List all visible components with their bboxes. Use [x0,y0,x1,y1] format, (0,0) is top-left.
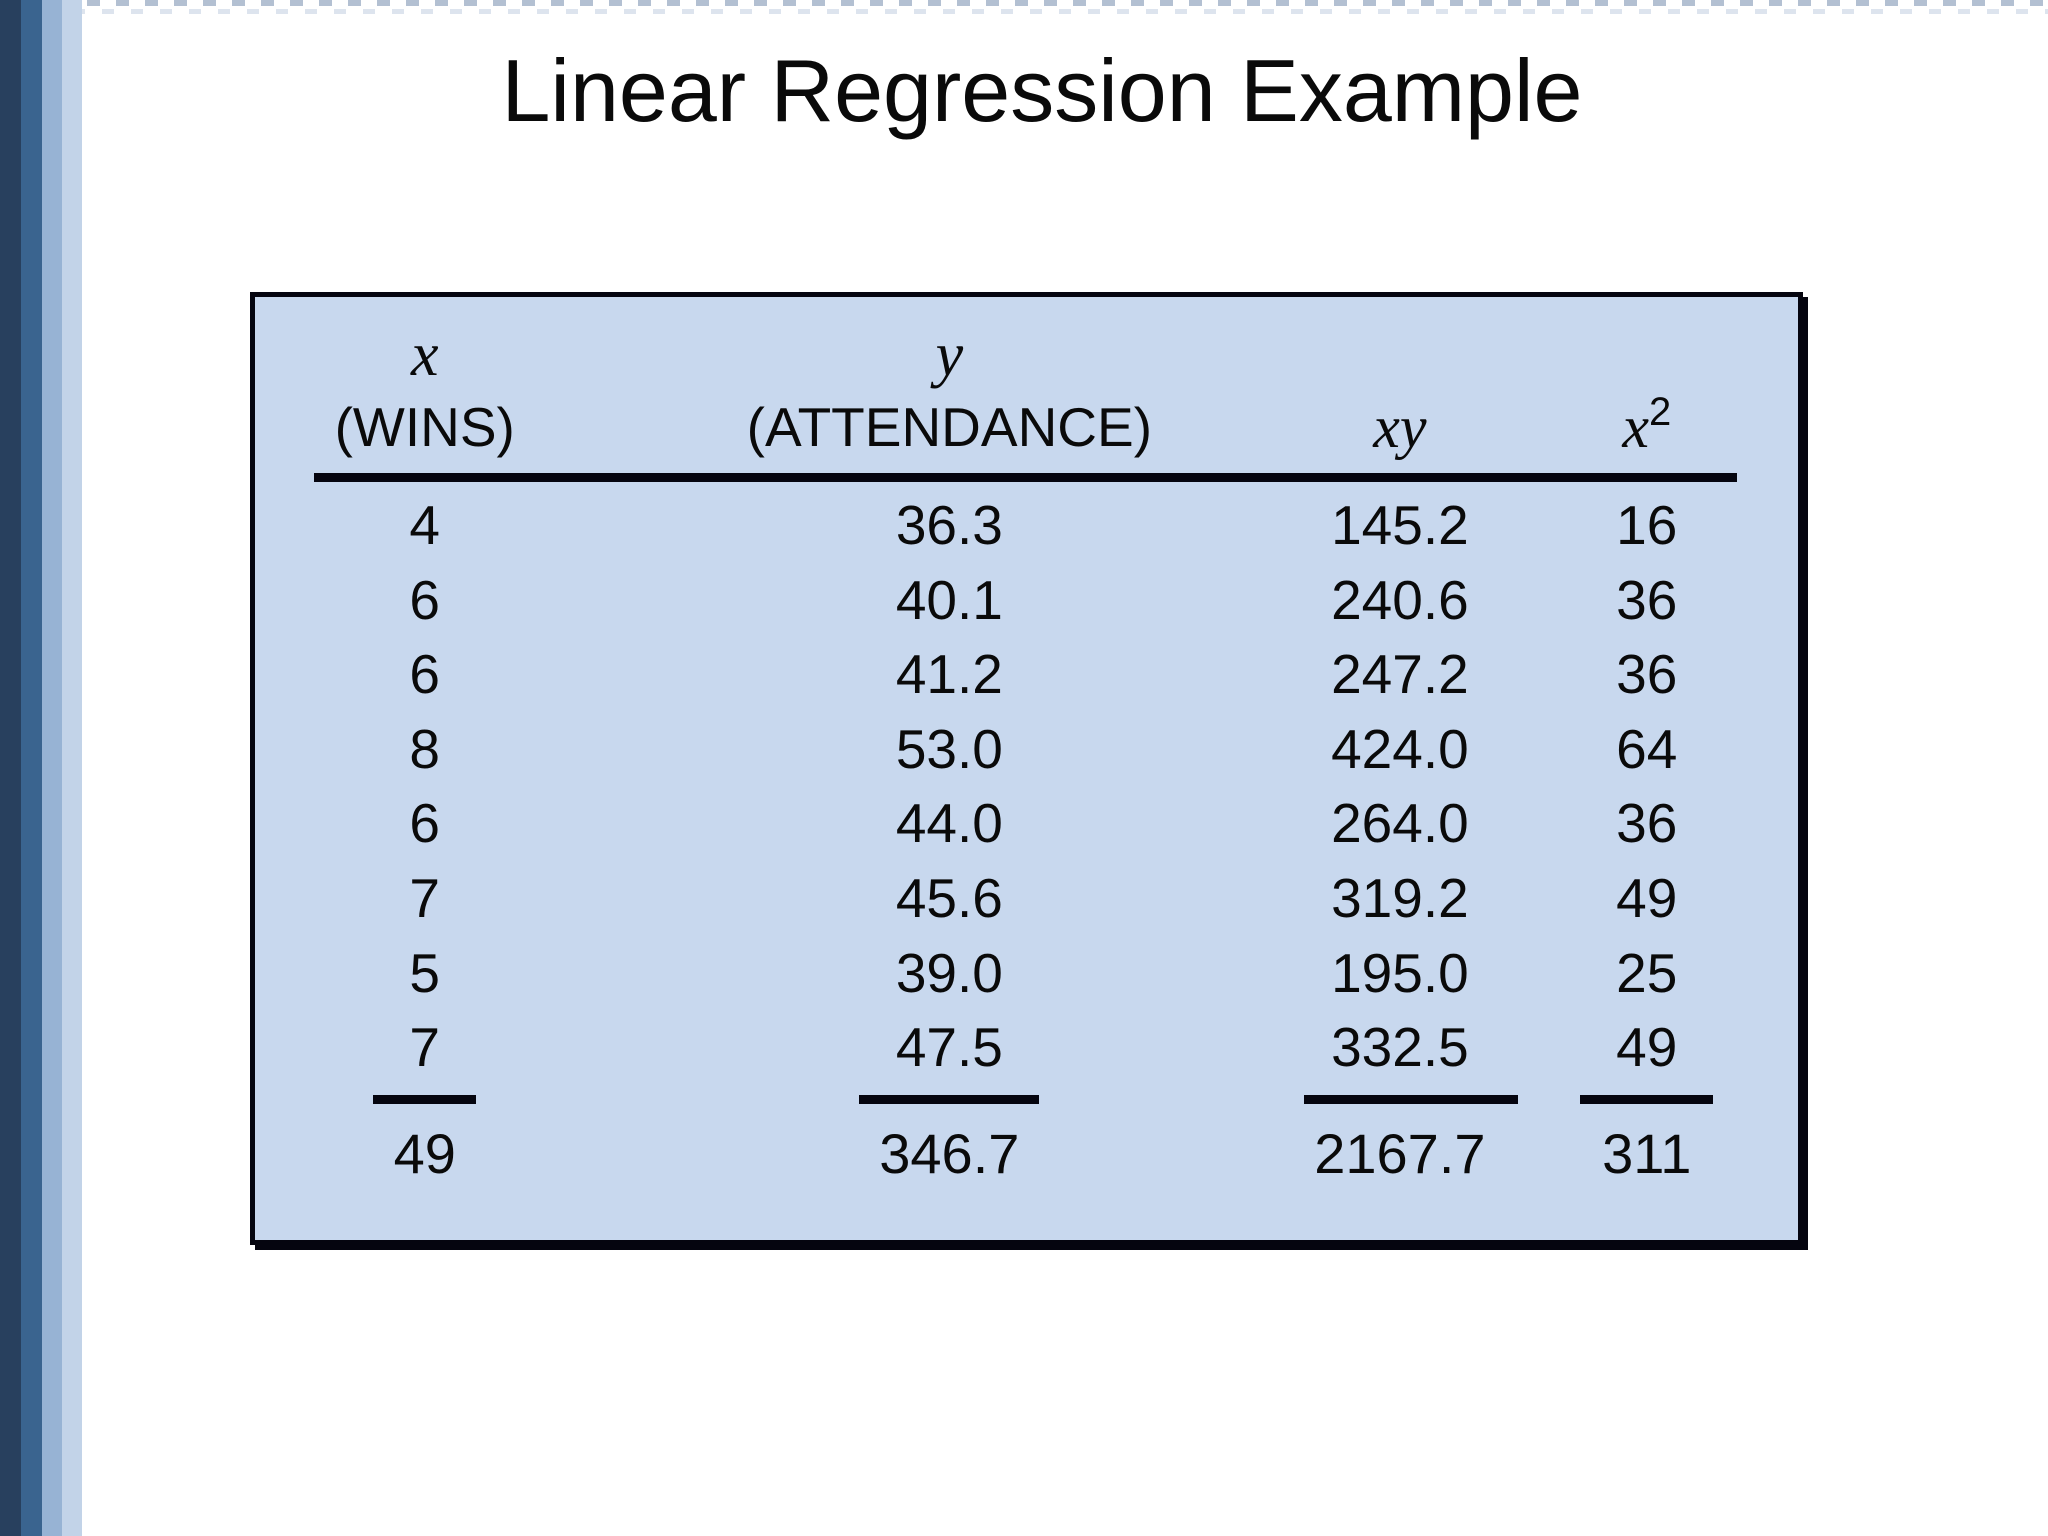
sum-rule-x-squared [1580,1094,1714,1104]
cell: 7 [409,1016,441,1079]
top-dashed-border [0,0,2048,16]
cell: 240.6 [1331,568,1469,631]
cell: 8 [409,717,441,780]
cell: 6 [409,568,441,631]
cell: 64 [1616,717,1678,780]
cell: 145.2 [1331,494,1469,556]
table-row: 7 47.5 332.5 49 [255,1010,1798,1085]
cell: 47.5 [895,1016,1003,1079]
left-accent-stripes [0,0,82,1536]
header-var-y: y [935,321,964,389]
table-row: 7 45.6 319.2 49 [255,861,1798,936]
sum-rule-row [255,1094,1798,1104]
cell: 36 [1616,568,1678,631]
cell: 36.3 [895,494,1003,556]
header-label-attendance: (ATTENDANCE) [746,396,1153,458]
exponent: 2 [1648,390,1672,434]
cell: 6 [409,792,441,855]
cell: 44.0 [895,792,1003,855]
slide-title: Linear Regression Example [501,41,1583,140]
cell: 424.0 [1331,717,1469,780]
cell: 39.0 [895,941,1003,1004]
table-row: 4 36.3 145.2 16 [255,488,1798,563]
table-body: 4 36.3 145.2 16 6 40.1 240.6 36 6 41.2 2… [255,488,1798,1085]
cell: 49 [1616,1016,1678,1079]
total-x-squared: 311 [1602,1121,1692,1185]
total-x: 49 [393,1121,456,1185]
cell: 36 [1616,643,1678,706]
column-header-x-squared: x2 [1496,319,1798,463]
cell: 6 [409,643,441,706]
header-rule [314,473,1737,482]
cell: 4 [409,494,441,556]
table-row: 6 41.2 247.2 36 [255,637,1798,712]
table-header-row: x (WINS) y (ATTENDANCE) xy x2 [255,297,1798,463]
sum-rule-xy [1304,1094,1519,1104]
cell: 36 [1616,792,1678,855]
cell: 5 [409,941,441,1004]
cell: 332.5 [1331,1016,1469,1079]
cell: 16 [1616,494,1678,556]
header-var-x-squared: x2 [1622,390,1672,460]
table-row: 6 44.0 264.0 36 [255,786,1798,861]
header-var-xy: xy [1373,394,1427,460]
total-y: 346.7 [879,1121,1020,1185]
cell: 25 [1616,941,1678,1004]
cell: 49 [1616,866,1678,929]
cell: 195.0 [1331,941,1469,1004]
cell: 53.0 [895,717,1003,780]
table-row: 6 40.1 240.6 36 [255,563,1798,638]
column-header-y: y (ATTENDANCE) [594,319,1304,463]
column-header-xy: xy [1304,319,1495,463]
column-header-x: x (WINS) [255,319,594,463]
totals-row: 49 346.7 2167.7 311 [255,1116,1798,1191]
total-xy: 2167.7 [1314,1121,1486,1185]
header-label-wins: (WINS) [334,396,515,458]
cell: 319.2 [1331,866,1469,929]
cell: 7 [409,866,441,929]
sum-rule-x [373,1094,477,1104]
cell: 264.0 [1331,792,1469,855]
data-table: x (WINS) y (ATTENDANCE) xy x2 4 36.3 145… [250,292,1803,1245]
header-var-x: x [410,321,439,389]
table-row: 5 39.0 195.0 25 [255,936,1798,1011]
table-row: 8 53.0 424.0 64 [255,712,1798,787]
cell: 247.2 [1331,643,1469,706]
cell: 41.2 [895,643,1003,706]
cell: 45.6 [895,866,1003,929]
cell: 40.1 [895,568,1003,631]
sum-rule-y [859,1094,1040,1104]
